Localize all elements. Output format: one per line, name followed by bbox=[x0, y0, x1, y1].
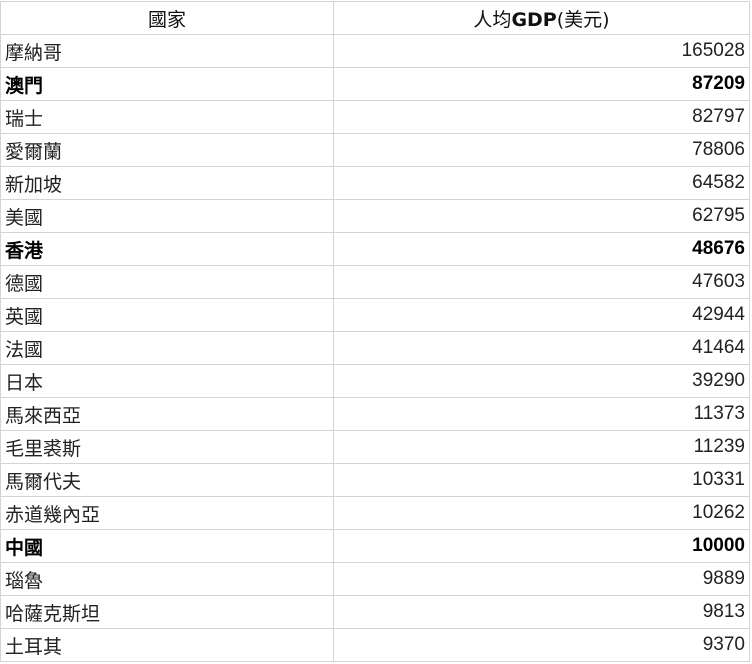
country-cell[interactable]: 毛里裘斯 bbox=[0, 430, 334, 464]
country-cell[interactable]: 中國 bbox=[0, 529, 334, 563]
table-row: 香港 48676 bbox=[0, 232, 750, 266]
table-row: 赤道幾內亞 10262 bbox=[0, 496, 750, 530]
header-country: 國家 bbox=[0, 1, 334, 35]
gdp-cell[interactable]: 11239 bbox=[333, 430, 750, 464]
header-gdp-prefix: 人均 bbox=[473, 8, 512, 31]
table-row: 馬來西亞 11373 bbox=[0, 397, 750, 431]
country-cell[interactable]: 日本 bbox=[0, 364, 334, 398]
gdp-cell[interactable]: 64582 bbox=[333, 166, 750, 200]
gdp-cell[interactable]: 10331 bbox=[333, 463, 750, 497]
gdp-cell[interactable]: 42944 bbox=[333, 298, 750, 332]
gdp-cell[interactable]: 47603 bbox=[333, 265, 750, 299]
gdp-cell[interactable]: 41464 bbox=[333, 331, 750, 365]
header-row: 國家 人均GDP(美元) bbox=[0, 1, 750, 35]
table-row: 新加坡 64582 bbox=[0, 166, 750, 200]
table-row: 中國 10000 bbox=[0, 529, 750, 563]
table-row: 澳門 87209 bbox=[0, 67, 750, 101]
table-row: 日本 39290 bbox=[0, 364, 750, 398]
gdp-cell[interactable]: 11373 bbox=[333, 397, 750, 431]
table-row: 瑙魯 9889 bbox=[0, 562, 750, 596]
table-row: 愛爾蘭 78806 bbox=[0, 133, 750, 167]
gdp-cell[interactable]: 48676 bbox=[333, 232, 750, 266]
country-cell[interactable]: 赤道幾內亞 bbox=[0, 496, 334, 530]
gdp-cell[interactable]: 62795 bbox=[333, 199, 750, 233]
header-gdp-unit: (美元) bbox=[556, 8, 610, 31]
country-cell[interactable]: 哈薩克斯坦 bbox=[0, 595, 334, 629]
country-cell[interactable]: 美國 bbox=[0, 199, 334, 233]
table-row: 瑞士 82797 bbox=[0, 100, 750, 134]
country-cell[interactable]: 愛爾蘭 bbox=[0, 133, 334, 167]
gdp-cell[interactable]: 10262 bbox=[333, 496, 750, 530]
gdp-cell[interactable]: 78806 bbox=[333, 133, 750, 167]
country-cell[interactable]: 馬來西亞 bbox=[0, 397, 334, 431]
country-cell[interactable]: 瑞士 bbox=[0, 100, 334, 134]
table-row: 德國 47603 bbox=[0, 265, 750, 299]
country-cell[interactable]: 英國 bbox=[0, 298, 334, 332]
gdp-cell[interactable]: 39290 bbox=[333, 364, 750, 398]
country-cell[interactable]: 新加坡 bbox=[0, 166, 334, 200]
table-row: 法國 41464 bbox=[0, 331, 750, 365]
header-gdp: 人均GDP(美元) bbox=[333, 1, 750, 35]
gdp-cell[interactable]: 10000 bbox=[333, 529, 750, 563]
gdp-cell[interactable]: 165028 bbox=[333, 34, 750, 68]
country-cell[interactable]: 德國 bbox=[0, 265, 334, 299]
country-cell[interactable]: 澳門 bbox=[0, 67, 334, 101]
country-cell[interactable]: 瑙魯 bbox=[0, 562, 334, 596]
gdp-cell[interactable]: 82797 bbox=[333, 100, 750, 134]
country-cell[interactable]: 摩納哥 bbox=[0, 34, 334, 68]
table-row: 英國 42944 bbox=[0, 298, 750, 332]
gdp-cell[interactable]: 9370 bbox=[333, 628, 750, 662]
table-row: 毛里裘斯 11239 bbox=[0, 430, 750, 464]
country-cell[interactable]: 香港 bbox=[0, 232, 334, 266]
table-row: 摩納哥 165028 bbox=[0, 34, 750, 68]
country-cell[interactable]: 馬爾代夫 bbox=[0, 463, 334, 497]
gdp-cell[interactable]: 9813 bbox=[333, 595, 750, 629]
gdp-cell[interactable]: 9889 bbox=[333, 562, 750, 596]
table-row: 美國 62795 bbox=[0, 199, 750, 233]
country-cell[interactable]: 土耳其 bbox=[0, 628, 334, 662]
gdp-cell[interactable]: 87209 bbox=[333, 67, 750, 101]
table-row: 哈薩克斯坦 9813 bbox=[0, 595, 750, 629]
table-row: 土耳其 9370 bbox=[0, 628, 750, 662]
header-gdp-abbr: GDP bbox=[511, 8, 557, 31]
table-row: 馬爾代夫 10331 bbox=[0, 463, 750, 497]
country-cell[interactable]: 法國 bbox=[0, 331, 334, 365]
